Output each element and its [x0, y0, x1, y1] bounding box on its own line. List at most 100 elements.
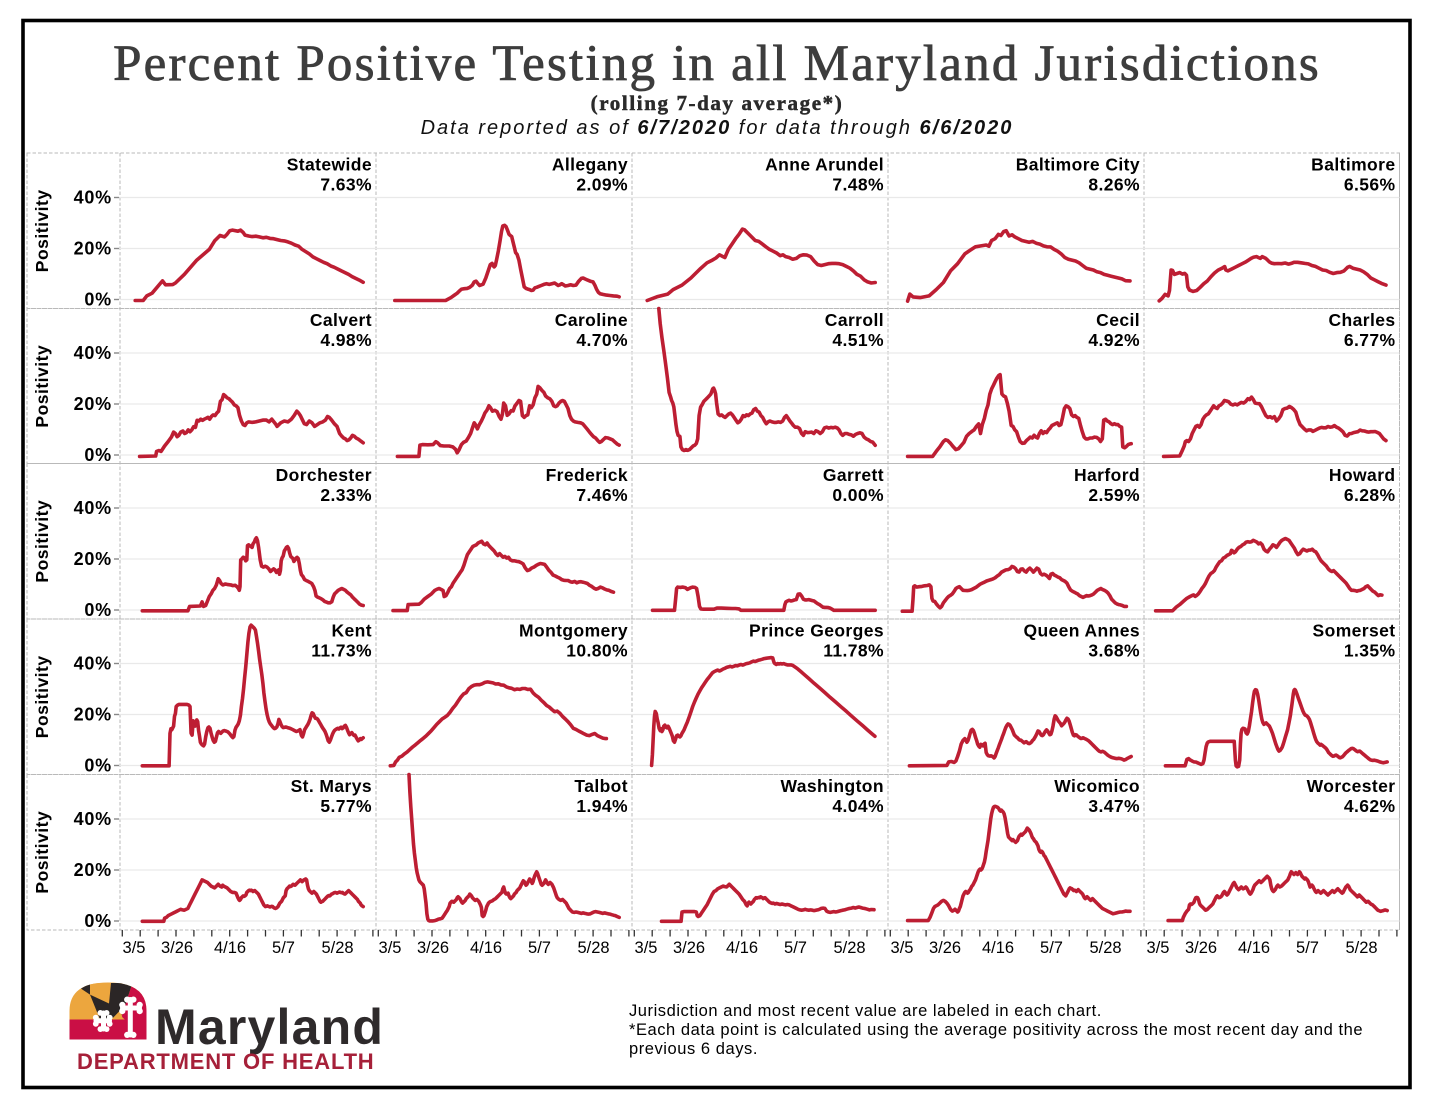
- svg-text:2.59%: 2.59%: [1088, 485, 1140, 505]
- svg-text:3/5: 3/5: [123, 939, 146, 957]
- svg-text:1.35%: 1.35%: [1344, 641, 1396, 661]
- svg-text:Cecil: Cecil: [1096, 310, 1140, 330]
- svg-text:6.77%: 6.77%: [1344, 330, 1396, 350]
- svg-text:5/28: 5/28: [833, 939, 865, 957]
- svg-text:5/7: 5/7: [1296, 939, 1319, 957]
- svg-text:40%: 40%: [74, 809, 112, 829]
- svg-text:DEPARTMENT OF HEALTH: DEPARTMENT OF HEALTH: [77, 1049, 375, 1074]
- svg-text:10.80%: 10.80%: [566, 641, 628, 661]
- svg-text:5/7: 5/7: [528, 939, 551, 957]
- svg-text:6.56%: 6.56%: [1344, 175, 1396, 195]
- svg-text:0%: 0%: [84, 911, 112, 931]
- svg-text:0.00%: 0.00%: [832, 485, 884, 505]
- svg-text:Maryland: Maryland: [155, 999, 384, 1055]
- svg-text:Anne Arundel: Anne Arundel: [765, 155, 884, 175]
- svg-text:7.63%: 7.63%: [320, 175, 372, 195]
- svg-text:*Each data point is calculated: *Each data point is calculated using the…: [629, 1021, 1363, 1039]
- svg-text:40%: 40%: [74, 654, 112, 674]
- svg-text:40%: 40%: [74, 188, 112, 208]
- svg-text:2.33%: 2.33%: [320, 485, 372, 505]
- svg-text:Allegany: Allegany: [552, 155, 628, 175]
- svg-text:5/28: 5/28: [1345, 939, 1377, 957]
- svg-text:4.62%: 4.62%: [1344, 796, 1396, 816]
- svg-text:3/5: 3/5: [379, 939, 402, 957]
- svg-text:Wicomico: Wicomico: [1054, 776, 1140, 796]
- svg-text:Positivity: Positivity: [32, 189, 52, 272]
- svg-text:2.09%: 2.09%: [576, 175, 628, 195]
- svg-text:Baltimore: Baltimore: [1311, 155, 1395, 175]
- svg-text:Caroline: Caroline: [555, 310, 628, 330]
- svg-text:1.94%: 1.94%: [576, 796, 628, 816]
- svg-text:7.48%: 7.48%: [832, 175, 884, 195]
- svg-text:Positivity: Positivity: [32, 655, 52, 738]
- svg-text:20%: 20%: [74, 705, 112, 725]
- svg-text:4/16: 4/16: [982, 939, 1014, 957]
- svg-text:3/26: 3/26: [673, 939, 705, 957]
- svg-text:Positivity: Positivity: [32, 345, 52, 428]
- svg-text:3.68%: 3.68%: [1088, 641, 1140, 661]
- svg-text:5.77%: 5.77%: [320, 796, 372, 816]
- svg-text:3/26: 3/26: [929, 939, 961, 957]
- svg-text:6.28%: 6.28%: [1344, 485, 1396, 505]
- svg-text:Statewide: Statewide: [287, 155, 372, 175]
- svg-text:Queen Annes: Queen Annes: [1023, 621, 1140, 641]
- svg-text:previous 6 days.: previous 6 days.: [629, 1040, 758, 1058]
- svg-text:4.51%: 4.51%: [832, 330, 884, 350]
- svg-text:3.47%: 3.47%: [1088, 796, 1140, 816]
- svg-text:20%: 20%: [74, 394, 112, 414]
- svg-text:5/7: 5/7: [272, 939, 295, 957]
- svg-text:Talbot: Talbot: [574, 776, 628, 796]
- svg-text:40%: 40%: [74, 343, 112, 363]
- svg-text:4.92%: 4.92%: [1088, 330, 1140, 350]
- svg-text:4.04%: 4.04%: [832, 796, 884, 816]
- svg-text:4.98%: 4.98%: [320, 330, 372, 350]
- svg-text:Worcester: Worcester: [1307, 776, 1396, 796]
- svg-text:3/5: 3/5: [891, 939, 914, 957]
- svg-text:4/16: 4/16: [470, 939, 502, 957]
- svg-text:7.46%: 7.46%: [576, 485, 628, 505]
- svg-text:3/26: 3/26: [1185, 939, 1217, 957]
- svg-text:Baltimore City: Baltimore City: [1016, 155, 1140, 175]
- svg-text:4/16: 4/16: [214, 939, 246, 957]
- svg-text:Carroll: Carroll: [825, 310, 884, 330]
- svg-text:3/5: 3/5: [635, 939, 658, 957]
- svg-text:5/28: 5/28: [577, 939, 609, 957]
- svg-text:5/28: 5/28: [321, 939, 353, 957]
- svg-text:Prince Georges: Prince Georges: [749, 621, 884, 641]
- svg-text:Somerset: Somerset: [1313, 621, 1396, 641]
- svg-text:(rolling 7-day average*): (rolling 7-day average*): [591, 91, 844, 115]
- svg-text:0%: 0%: [84, 600, 112, 620]
- svg-text:11.78%: 11.78%: [823, 641, 884, 661]
- svg-text:11.73%: 11.73%: [311, 641, 372, 661]
- svg-text:3/26: 3/26: [161, 939, 193, 957]
- svg-text:Harford: Harford: [1074, 465, 1140, 485]
- svg-text:4/16: 4/16: [726, 939, 758, 957]
- svg-text:St. Marys: St. Marys: [291, 776, 372, 796]
- svg-text:Percent Positive Testing in al: Percent Positive Testing in all Maryland…: [113, 36, 1321, 92]
- svg-text:0%: 0%: [84, 290, 112, 310]
- svg-text:Positivity: Positivity: [32, 500, 52, 583]
- svg-text:20%: 20%: [74, 860, 112, 880]
- svg-text:3/5: 3/5: [1147, 939, 1170, 957]
- svg-text:Positivity: Positivity: [32, 811, 52, 894]
- svg-text:Jurisdiction and most recent v: Jurisdiction and most recent value are l…: [629, 1002, 1102, 1020]
- svg-text:5/7: 5/7: [1040, 939, 1063, 957]
- svg-text:Garrett: Garrett: [823, 465, 884, 485]
- svg-text:Calvert: Calvert: [310, 310, 372, 330]
- svg-text:20%: 20%: [74, 239, 112, 259]
- svg-text:Frederick: Frederick: [546, 465, 628, 485]
- svg-text:3/26: 3/26: [417, 939, 449, 957]
- svg-text:5/7: 5/7: [784, 939, 807, 957]
- svg-text:Dorchester: Dorchester: [276, 465, 372, 485]
- svg-text:Charles: Charles: [1329, 310, 1396, 330]
- svg-text:Washington: Washington: [781, 776, 884, 796]
- svg-text:20%: 20%: [74, 549, 112, 569]
- svg-text:0%: 0%: [84, 445, 112, 465]
- svg-text:5/28: 5/28: [1089, 939, 1121, 957]
- svg-text:0%: 0%: [84, 756, 112, 776]
- svg-text:4.70%: 4.70%: [576, 330, 628, 350]
- svg-text:4/16: 4/16: [1238, 939, 1270, 957]
- svg-text:Montgomery: Montgomery: [519, 621, 628, 641]
- svg-text:Howard: Howard: [1329, 465, 1396, 485]
- svg-text:40%: 40%: [74, 498, 112, 518]
